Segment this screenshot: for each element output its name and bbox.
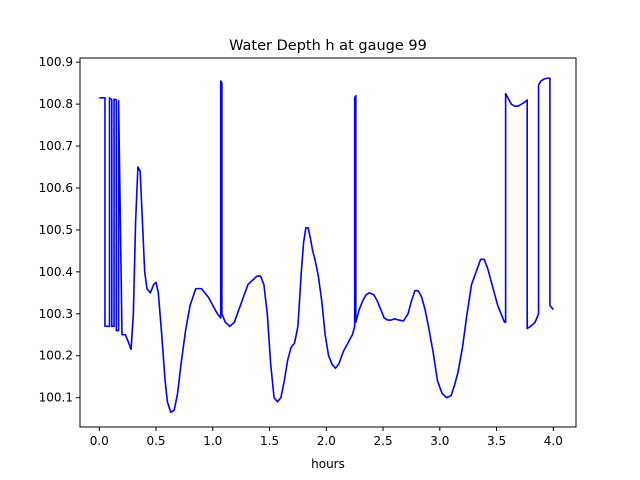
- series-line-0: [99, 77, 554, 414]
- y-tick-label: 100.2: [39, 349, 73, 363]
- x-tick-label: 3.0: [430, 434, 449, 448]
- y-tick-label: 100.7: [39, 139, 73, 153]
- x-tick-label: 0.5: [146, 434, 165, 448]
- chart-title: Water Depth h at gauge 99: [229, 38, 427, 54]
- y-tick-label: 100.4: [39, 265, 73, 279]
- x-axis: 0.0 0.5 1.0 1.5 2.0 2.5 3.0 3.5 4.0: [90, 427, 563, 448]
- y-tick-label: 100.8: [39, 97, 73, 111]
- x-tick-label: 0.0: [90, 434, 109, 448]
- axes-frame: [79, 57, 577, 428]
- y-tick-label: 100.5: [39, 223, 73, 237]
- plot-area: [99, 77, 554, 414]
- x-tick-label: 1.5: [260, 434, 279, 448]
- y-tick-label: 100.3: [39, 307, 73, 321]
- x-tick-label: 2.5: [374, 434, 393, 448]
- y-axis: 100.1 100.2 100.3 100.4 100.5 100.6 100.7 100.8…: [39, 55, 80, 405]
- x-tick-label: 3.5: [487, 434, 506, 448]
- x-axis-label: hours: [311, 457, 345, 471]
- x-tick-label: 2.0: [317, 434, 336, 448]
- x-tick-label: 4.0: [544, 434, 563, 448]
- y-tick-label: 100.9: [39, 55, 73, 69]
- y-tick-label: 100.6: [39, 181, 73, 195]
- y-tick-label: 100.1: [39, 391, 73, 405]
- x-tick-label: 1.0: [203, 434, 222, 448]
